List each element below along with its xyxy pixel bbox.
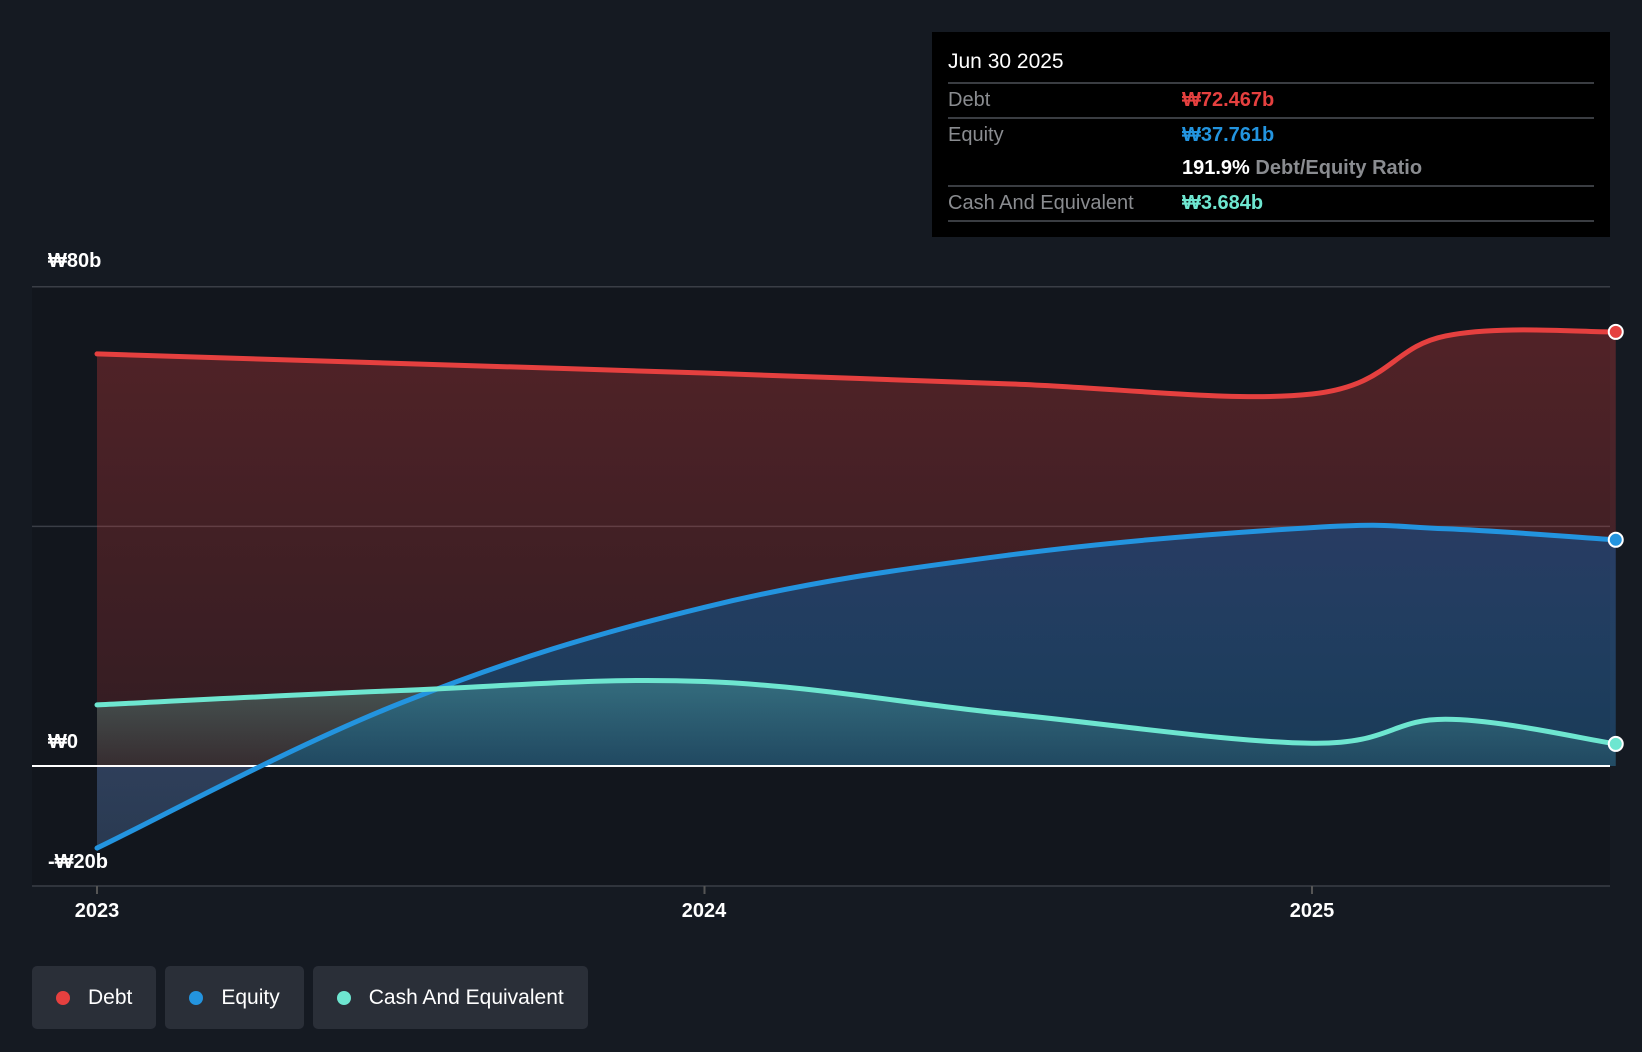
cash-line: [94, 677, 1619, 747]
legend-item-equity[interactable]: Equity: [165, 966, 304, 1029]
x-tick-label: 2023: [74, 900, 120, 922]
y-tick-label: ₩80b: [48, 250, 102, 272]
equity-dot-icon: [189, 990, 204, 1005]
equity-line: [94, 522, 1619, 851]
tooltip: Jun 30 2025 Debt ₩72.467b Equity ₩37.761…: [932, 32, 1610, 237]
tooltip-ratio-value: 191.9%: [1182, 157, 1250, 179]
legend-item-debt[interactable]: Debt: [32, 966, 157, 1029]
legend-item-cash[interactable]: Cash And Equivalent: [312, 966, 588, 1029]
y-tick-label: ₩0: [48, 731, 78, 753]
debt-area: [97, 329, 1616, 849]
x-tick-label: 2024: [681, 900, 727, 922]
tooltip-cash-value: ₩3.684b: [1182, 192, 1264, 214]
tooltip-cash-label: Cash And Equivalent: [948, 192, 1134, 214]
x-tick-label: 2025: [1289, 900, 1335, 922]
tooltip-debt-value: ₩72.467b: [1182, 89, 1275, 111]
tooltip-ratio-row: 191.9% Debt/Equity Ratio: [948, 152, 1594, 187]
legend-label: Equity: [221, 985, 280, 1009]
debt-line: [94, 327, 1619, 400]
tooltip-debt-row: Debt ₩72.467b: [948, 84, 1594, 119]
cash-area: [97, 680, 1616, 766]
tooltip-equity-value: ₩37.761b: [1182, 124, 1275, 146]
cash-end-point: [1607, 735, 1624, 752]
debt-equity-chart: [32, 286, 1624, 894]
tooltip-ratio-label: Debt/Equity Ratio: [1255, 157, 1423, 179]
tooltip-equity-label: Equity: [948, 124, 1004, 146]
debt-end-point: [1607, 323, 1624, 340]
cash-dot-icon: [336, 990, 351, 1005]
tooltip-date: Jun 30 2025: [948, 46, 1594, 84]
tooltip-equity-row: Equity ₩37.761b: [948, 119, 1594, 152]
equity-end-point: [1607, 531, 1624, 548]
legend: Debt Equity Cash And Equivalent: [32, 966, 588, 1029]
legend-label: Debt: [88, 985, 133, 1009]
y-tick-label: -₩20b: [48, 851, 108, 873]
legend-label: Cash And Equivalent: [368, 985, 564, 1009]
debt-dot-icon: [56, 990, 70, 1005]
tooltip-debt-label: Debt: [948, 89, 991, 111]
tooltip-cash-row: Cash And Equivalent ₩3.684b: [948, 187, 1594, 222]
equity-area: [97, 525, 1616, 849]
